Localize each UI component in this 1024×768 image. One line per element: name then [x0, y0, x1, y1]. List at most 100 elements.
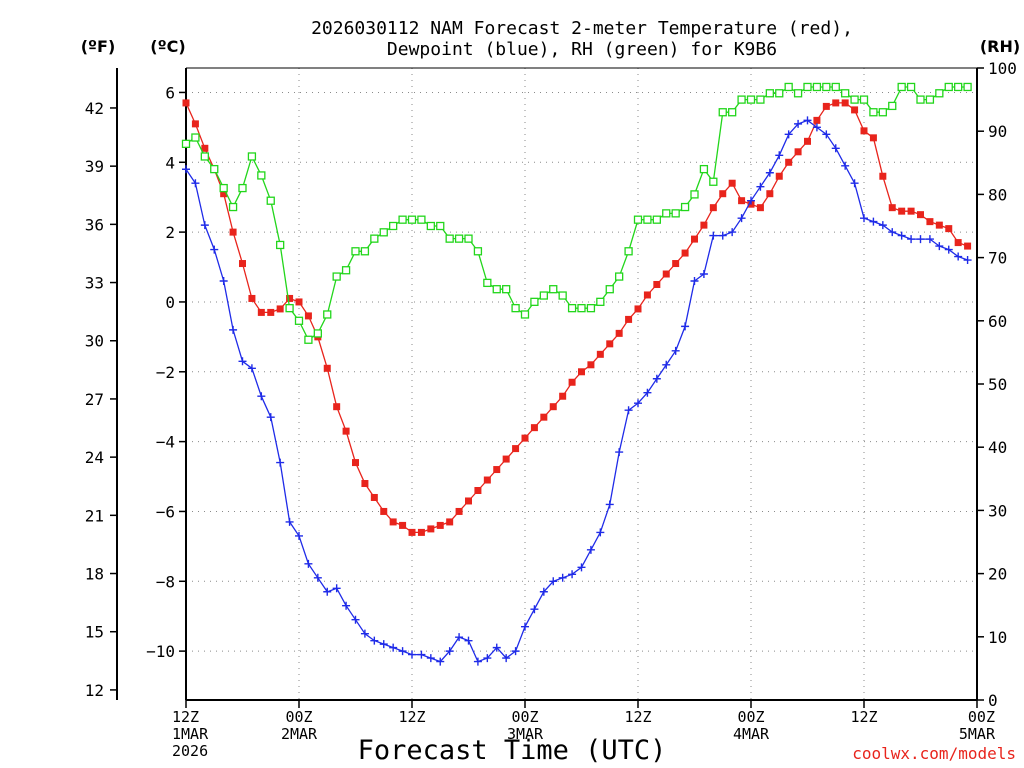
- celsius-unit-label: (ºC): [150, 37, 185, 56]
- rh-point: [728, 108, 737, 117]
- rh-point: [737, 95, 746, 104]
- temperature-point: [512, 445, 520, 453]
- dewpoint-point: [266, 413, 275, 422]
- temperature-point: [417, 528, 425, 536]
- rh-point: [793, 89, 803, 98]
- rh-point: [558, 291, 567, 300]
- rh-point: [831, 82, 840, 92]
- temperature-point: [917, 211, 924, 219]
- rh-point: [624, 247, 633, 256]
- temperature-point: [191, 120, 199, 128]
- rh-point: [633, 215, 643, 224]
- dewpoint-point: [596, 528, 605, 537]
- temperature-point: [964, 242, 972, 250]
- dewpoint-point: [822, 130, 831, 139]
- rh-point: [906, 82, 916, 92]
- rh-point: [360, 247, 370, 256]
- dewpoint-point: [304, 559, 313, 568]
- rh-point: [671, 209, 680, 218]
- temperature-point: [738, 197, 746, 205]
- rh-point: [473, 247, 483, 256]
- dewpoint-point: [586, 545, 595, 554]
- temperature-point: [521, 434, 529, 442]
- rh-point: [389, 221, 398, 231]
- dewpoint-point: [370, 636, 379, 645]
- temperature-point: [756, 204, 764, 212]
- dewpoint-point: [794, 119, 803, 128]
- dewpoint-point: [342, 601, 351, 610]
- c-tick-label: −2: [156, 363, 175, 382]
- c-tick-label: −4: [156, 433, 175, 452]
- f-tick-label: 39: [85, 157, 104, 176]
- temperature-point: [662, 270, 670, 278]
- temperature-point: [643, 291, 651, 299]
- rh-point: [549, 285, 558, 294]
- rh-point: [709, 177, 718, 186]
- rh-point: [464, 234, 473, 243]
- temperature-line: [185, 102, 968, 534]
- dewpoint-point: [426, 654, 435, 663]
- f-tick-label: 18: [85, 565, 104, 584]
- rh-point: [351, 247, 360, 256]
- rh-point: [530, 297, 539, 306]
- time-tick-label: 12Z: [850, 708, 877, 726]
- time-tick-label: 1MAR: [172, 725, 209, 743]
- temperature-point: [625, 315, 633, 323]
- rh-point: [718, 108, 727, 117]
- temperature-point: [775, 172, 783, 180]
- temperature-point: [549, 403, 557, 411]
- dewpoint-point: [690, 276, 699, 285]
- dewpoint-point: [191, 179, 200, 188]
- rh-tick-label: 50: [988, 375, 1007, 394]
- rh-point: [925, 95, 935, 104]
- temperature-point: [841, 99, 849, 107]
- f-tick-label: 24: [85, 448, 104, 467]
- temperature-point: [370, 493, 378, 501]
- rh-point: [341, 266, 351, 275]
- dewpoint-point: [850, 179, 859, 188]
- f-tick-label: 12: [85, 681, 104, 700]
- temperature-point: [935, 221, 943, 229]
- dewpoint-point: [737, 214, 746, 223]
- f-tick-label: 15: [85, 623, 104, 642]
- rh-point: [643, 215, 652, 224]
- dewpoint-point: [765, 168, 774, 177]
- dewpoint-point: [257, 392, 266, 401]
- dewpoint-point: [944, 245, 953, 254]
- dewpoint-point: [417, 650, 426, 659]
- dewpoint-point: [605, 500, 614, 509]
- rh-unit-label: (RH): [980, 37, 1020, 56]
- c-tick-label: −8: [156, 572, 175, 591]
- temperature-point: [465, 497, 472, 505]
- rh-point: [699, 164, 709, 174]
- f-tick-label: 30: [85, 332, 104, 351]
- rh-point: [210, 164, 219, 174]
- f-tick-label: 33: [85, 274, 104, 293]
- temperature-point: [596, 350, 604, 358]
- dewpoint-point: [295, 531, 303, 540]
- rh-point: [652, 215, 661, 224]
- temperature-point: [587, 361, 595, 369]
- rh-point: [775, 89, 784, 98]
- rh-point: [586, 304, 596, 313]
- rh-point: [869, 108, 878, 117]
- dewpoint-point: [878, 221, 887, 230]
- rh-point: [888, 101, 897, 111]
- rh-point: [398, 215, 407, 224]
- fahrenheit-axis: 42 39 36 33 30 27 24 21 18 15 12: [85, 99, 117, 700]
- temperature-point: [239, 260, 246, 268]
- dewpoint-point: [323, 587, 332, 596]
- rh-point: [577, 304, 586, 313]
- dewpoint-point: [897, 231, 906, 240]
- time-tick-label: 12Z: [172, 708, 199, 726]
- rh-point: [304, 335, 313, 344]
- temperature-point: [295, 298, 303, 306]
- dewpoint-point: [455, 633, 464, 642]
- temperature-point: [559, 392, 567, 400]
- dewpoint-point: [379, 640, 388, 649]
- temperature-point: [869, 134, 877, 142]
- dewpoint-point: [285, 517, 294, 526]
- temperature-point: [954, 239, 962, 247]
- temperature-point: [945, 225, 953, 233]
